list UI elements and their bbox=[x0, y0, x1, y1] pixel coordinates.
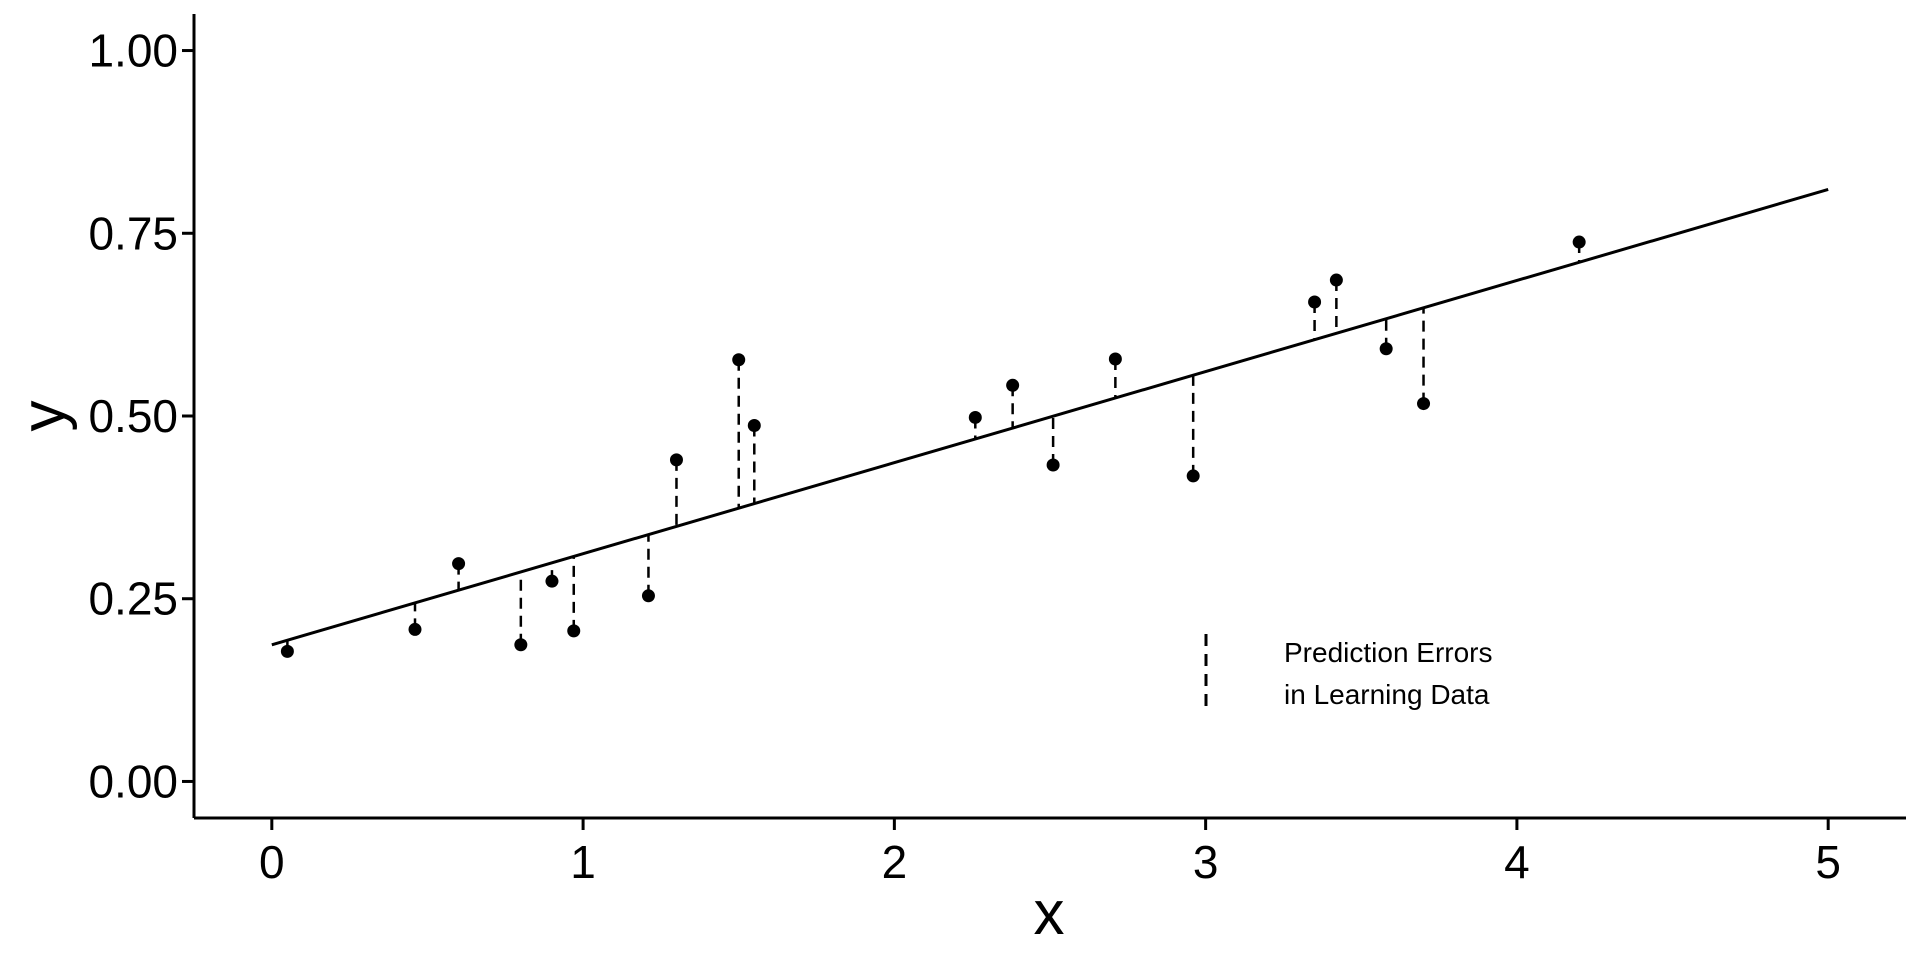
x-tick-label: 4 bbox=[1504, 836, 1530, 888]
data-point bbox=[1006, 378, 1020, 392]
data-point bbox=[732, 353, 746, 367]
y-tick-label: 0.25 bbox=[88, 573, 178, 625]
x-axis-title: x bbox=[1034, 879, 1065, 948]
data-point bbox=[641, 589, 655, 603]
data-point bbox=[1186, 469, 1200, 483]
regression-line bbox=[271, 187, 1829, 647]
x-tick-label: 5 bbox=[1815, 836, 1841, 888]
data-point bbox=[1108, 352, 1122, 366]
legend: Prediction Errors in Learning Data bbox=[1204, 634, 1493, 710]
y-tick-label: 0.75 bbox=[88, 207, 178, 259]
data-point bbox=[1046, 458, 1060, 472]
data-point bbox=[452, 557, 466, 571]
x-axis-ticks: 0 1 2 3 4 5 bbox=[259, 818, 1841, 888]
x-tick-label: 2 bbox=[882, 836, 908, 888]
data-point bbox=[1417, 397, 1431, 411]
data-point bbox=[968, 410, 982, 424]
data-point bbox=[669, 453, 683, 467]
data-point bbox=[514, 638, 528, 652]
y-axis-ticks: 0.00 0.25 0.50 0.75 1.00 bbox=[88, 25, 194, 807]
data-point bbox=[1379, 342, 1393, 356]
residual-lines bbox=[286, 242, 1581, 652]
data-point bbox=[1308, 295, 1322, 309]
x-tick-label: 0 bbox=[259, 836, 285, 888]
legend-label-line-1: Prediction Errors bbox=[1284, 637, 1493, 668]
y-tick-label: 1.00 bbox=[88, 25, 178, 77]
x-tick-label: 3 bbox=[1193, 836, 1219, 888]
y-tick-label: 0.50 bbox=[88, 390, 178, 442]
data-point bbox=[1572, 235, 1586, 249]
legend-label-line-2: in Learning Data bbox=[1284, 679, 1490, 710]
data-point bbox=[1329, 273, 1343, 287]
data-point bbox=[567, 624, 581, 638]
y-tick-label: 0.00 bbox=[88, 755, 178, 807]
data-point bbox=[747, 419, 761, 433]
data-point bbox=[280, 644, 294, 658]
y-axis-title: y bbox=[9, 401, 78, 432]
x-tick-label: 1 bbox=[570, 836, 596, 888]
data-point bbox=[545, 574, 559, 588]
data-point bbox=[408, 622, 422, 636]
data-points bbox=[280, 235, 1586, 658]
